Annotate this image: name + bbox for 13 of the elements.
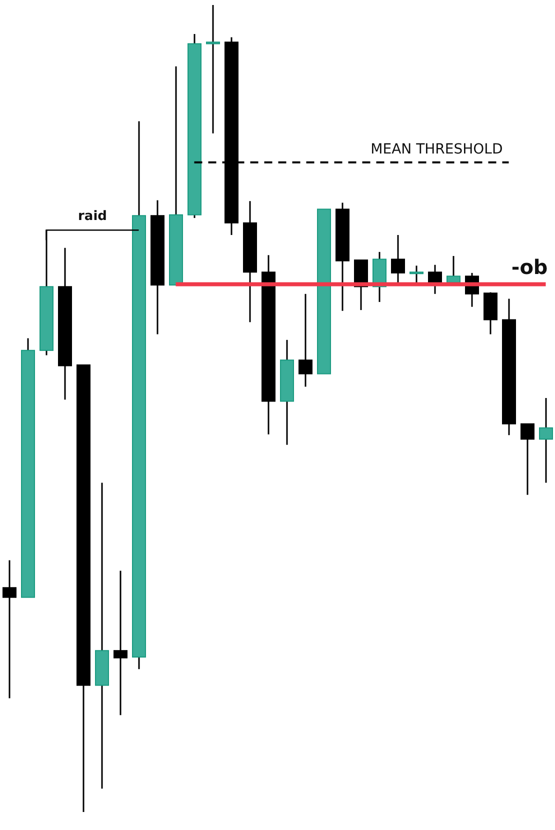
ref-line-label: -ob xyxy=(511,255,548,280)
candlestick xyxy=(428,264,442,295)
candlestick xyxy=(206,5,220,134)
ref-line-label: MEAN THRESHOLD xyxy=(370,141,503,158)
candlestick xyxy=(114,570,128,716)
candlestick xyxy=(391,234,405,284)
candlestick xyxy=(520,423,534,496)
candlestick xyxy=(410,264,424,285)
annotation: raid xyxy=(78,209,107,224)
candlestick xyxy=(539,397,553,484)
candlestick xyxy=(2,559,16,699)
candlestick xyxy=(298,293,312,388)
candlestick xyxy=(95,482,109,790)
